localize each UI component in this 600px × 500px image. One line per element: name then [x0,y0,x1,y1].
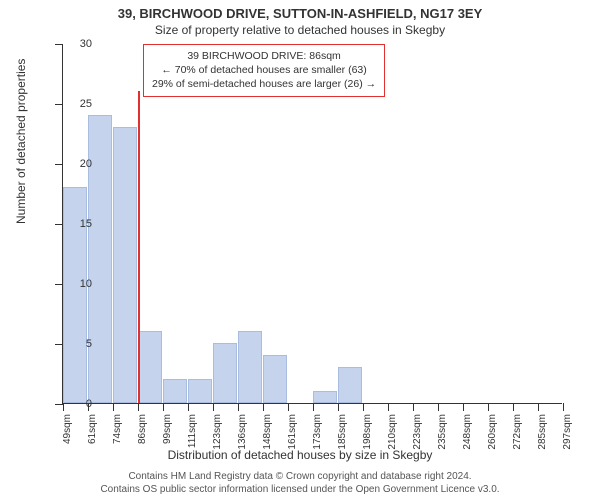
histogram-bar [113,127,137,403]
callout-line-3: 29% of semi-detached houses are larger (… [152,77,376,91]
x-tick [113,403,114,411]
x-tick [313,403,314,411]
x-tick-label: 198sqm [362,414,373,464]
x-tick-label: 297sqm [562,414,573,464]
x-tick [188,403,189,411]
histogram-bar [263,355,287,403]
histogram-bar [213,343,237,403]
y-tick-label: 0 [62,398,92,410]
x-tick-label: 49sqm [62,414,73,464]
x-tick-label: 123sqm [212,414,223,464]
x-tick [513,403,514,411]
callout-line-2: ← 70% of detached houses are smaller (63… [152,63,376,77]
x-tick-label: 235sqm [437,414,448,464]
x-tick-label: 185sqm [337,414,348,464]
footer-line-1: Contains HM Land Registry data © Crown c… [0,471,600,484]
footer-line-2: Contains OS public sector information li… [0,484,600,497]
histogram-bar [313,391,337,403]
x-tick-label: 272sqm [512,414,523,464]
x-tick [338,403,339,411]
y-tick-label: 20 [62,158,92,170]
x-tick-label: 61sqm [87,414,98,464]
callout-box: 39 BIRCHWOOD DRIVE: 86sqm← 70% of detach… [143,44,385,97]
x-tick [488,403,489,411]
x-tick [363,403,364,411]
x-tick [438,403,439,411]
plot-area: 39 BIRCHWOOD DRIVE: 86sqm← 70% of detach… [62,44,562,404]
x-tick [138,403,139,411]
x-tick [413,403,414,411]
sub-title: Size of property relative to detached ho… [0,23,600,37]
x-tick [388,403,389,411]
x-tick-label: 173sqm [312,414,323,464]
callout-line-1: 39 BIRCHWOOD DRIVE: 86sqm [152,49,376,63]
x-tick-label: 136sqm [237,414,248,464]
x-tick-label: 260sqm [487,414,498,464]
x-tick [463,403,464,411]
main-title: 39, BIRCHWOOD DRIVE, SUTTON-IN-ASHFIELD,… [0,6,600,21]
y-axis-title: Number of detached properties [14,59,28,224]
footer-attribution: Contains HM Land Registry data © Crown c… [0,471,600,496]
x-tick [263,403,264,411]
x-tick-label: 111sqm [187,414,198,464]
y-tick-label: 25 [62,98,92,110]
x-tick [213,403,214,411]
x-tick [163,403,164,411]
x-tick [238,403,239,411]
x-tick-label: 248sqm [462,414,473,464]
x-tick [288,403,289,411]
x-tick-label: 99sqm [162,414,173,464]
y-tick-label: 15 [62,218,92,230]
histogram-bar [338,367,362,403]
x-tick-label: 74sqm [112,414,123,464]
x-tick [563,403,564,411]
x-tick-label: 223sqm [412,414,423,464]
histogram-bar [163,379,187,403]
y-tick-label: 30 [62,38,92,50]
marker-line [138,91,140,403]
histogram-bar [188,379,212,403]
x-tick-label: 86sqm [137,414,148,464]
y-tick-label: 5 [62,338,92,350]
title-block: 39, BIRCHWOOD DRIVE, SUTTON-IN-ASHFIELD,… [0,0,600,37]
chart-area: 39 BIRCHWOOD DRIVE: 86sqm← 70% of detach… [62,44,562,404]
x-tick-label: 148sqm [262,414,273,464]
x-tick [538,403,539,411]
histogram-bar [138,331,162,403]
x-tick-label: 210sqm [387,414,398,464]
x-tick-label: 161sqm [287,414,298,464]
y-tick-label: 10 [62,278,92,290]
x-tick-label: 285sqm [537,414,548,464]
histogram-bar [238,331,262,403]
